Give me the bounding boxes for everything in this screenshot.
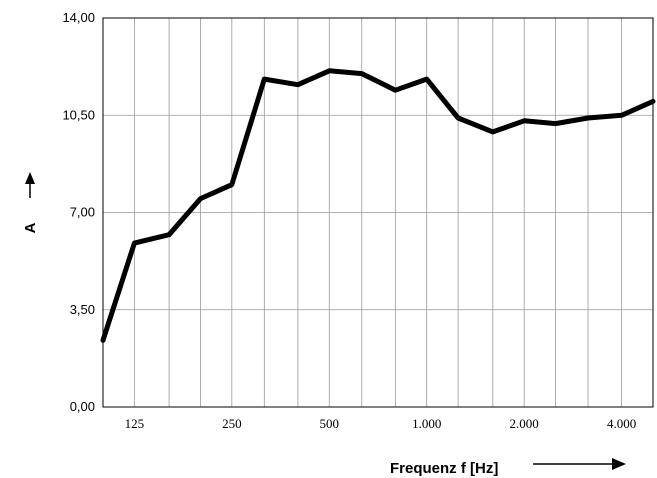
y-tick-label: 3,50 — [70, 302, 95, 317]
x-axis-arrowhead-icon — [612, 458, 626, 470]
x-tick-label: 125 — [125, 416, 145, 431]
x-tick-label: 500 — [320, 416, 340, 431]
plot-frame — [102, 17, 654, 408]
x-tick-label: 4.000 — [607, 416, 636, 431]
x-tick-label: 1.000 — [412, 416, 441, 431]
x-tick-label: 2.000 — [510, 416, 539, 431]
x-axis-title: Frequenz f [Hz] — [390, 460, 498, 477]
y-tick-label: 0,00 — [70, 399, 95, 414]
x-axis-title-group: Frequenz f [Hz] — [390, 458, 626, 477]
y-tick-label: 7,00 — [70, 205, 95, 220]
y-tick-label: 10,50 — [62, 107, 95, 122]
series-line — [100, 68, 656, 343]
y-axis-title-group: A — [22, 172, 39, 233]
y-tick-label: 14,00 — [62, 10, 95, 25]
y-axis-title: A — [22, 222, 39, 233]
y-axis-arrowhead-icon — [25, 172, 35, 184]
x-tick-labels: 125 250 500 1.000 2.000 4.000 — [125, 416, 637, 431]
y-tick-labels: 0,00 3,50 7,00 10,50 14,00 — [62, 10, 95, 414]
x-tick-label: 250 — [222, 416, 242, 431]
